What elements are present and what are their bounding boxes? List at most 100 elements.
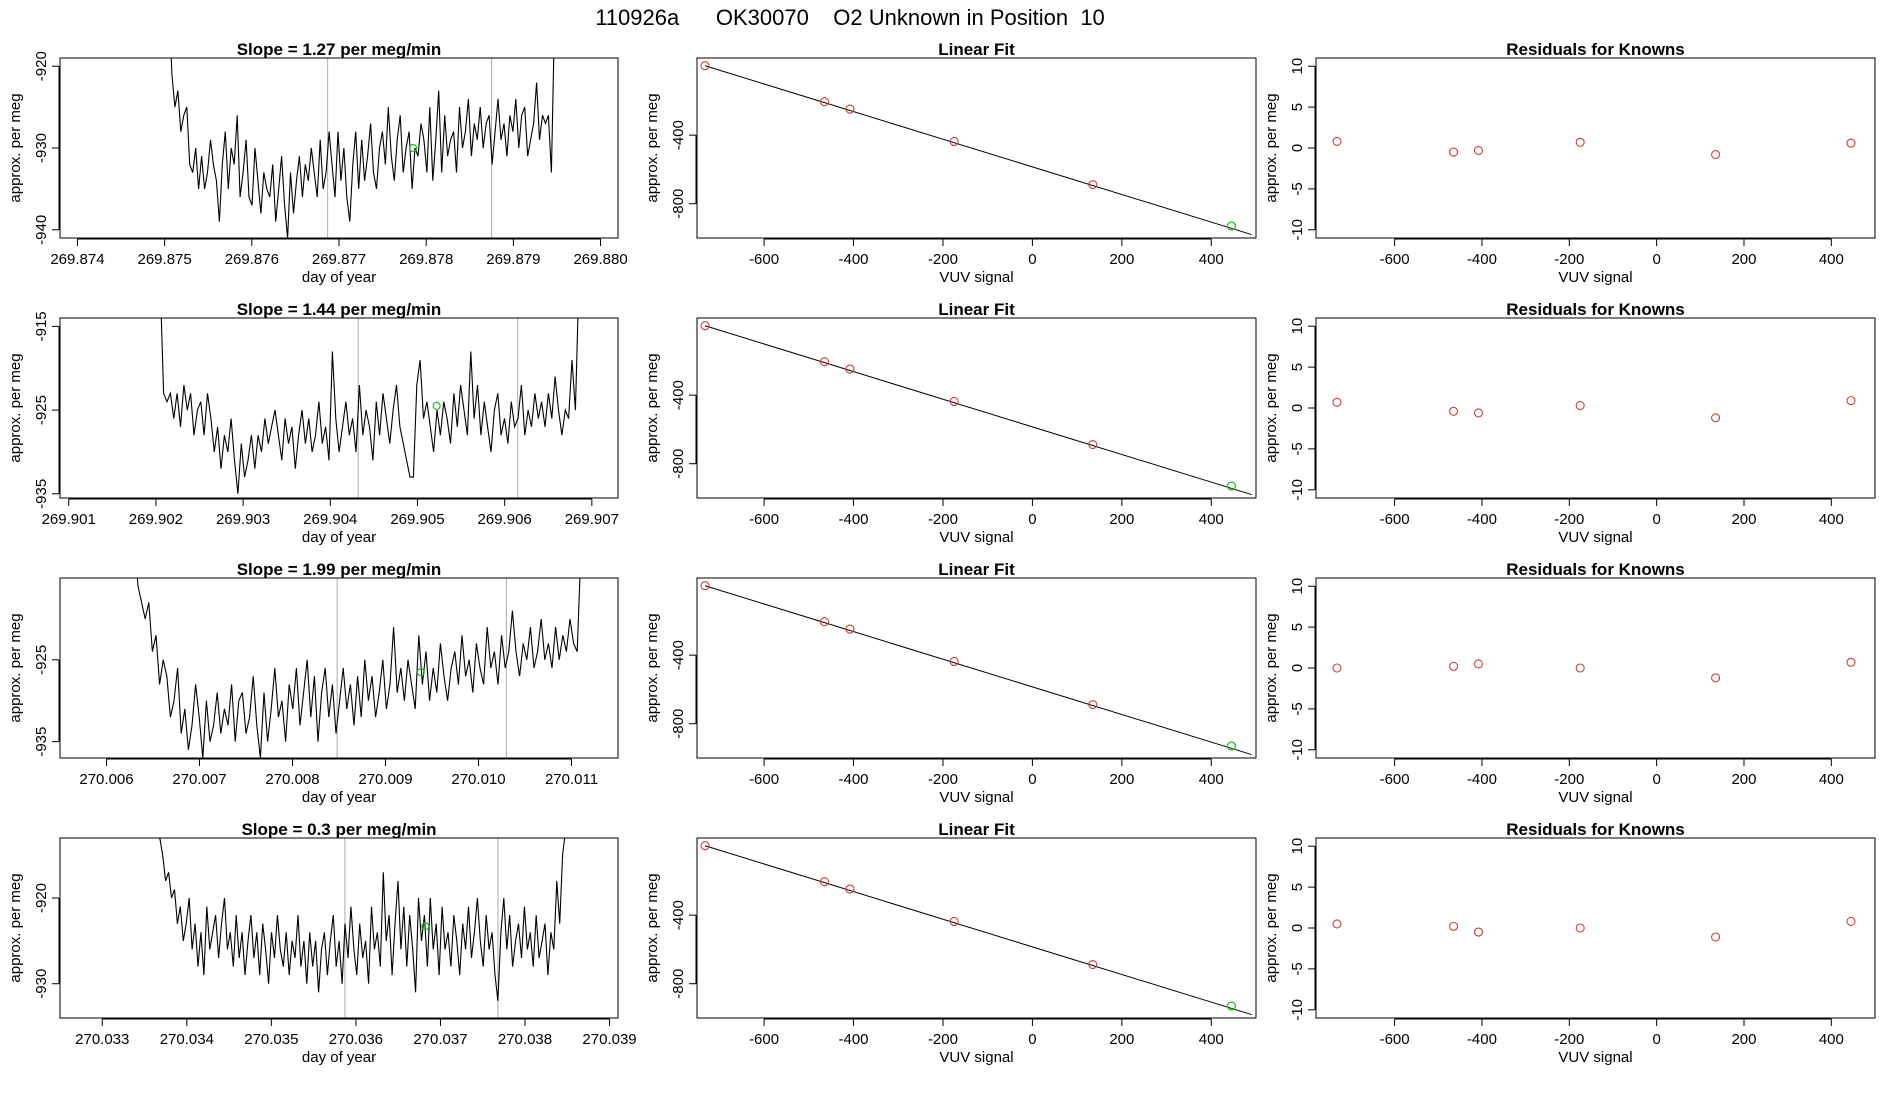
chart-title: Slope = 1.27 per meg/min [237,40,442,59]
x-tick-label: 400 [1199,1031,1224,1048]
x-axis-label: day of year [302,529,376,546]
known-point [1088,179,1098,190]
y-axis-label: approx. per meg [1263,613,1280,722]
x-tick-label: 270.035 [244,1031,298,1048]
residual-point [1575,923,1585,933]
x-tick-label: 270.010 [451,771,505,788]
chart-title: Linear Fit [938,820,1015,839]
x-tick-label: 400 [1819,771,1844,788]
y-axis-label: approx. per meg [7,93,24,202]
x-tick-label: 0 [1652,1031,1660,1048]
y-tick-label: 5 [1289,103,1306,111]
x-tick-label: -400 [1467,251,1497,268]
x-tick-label: 200 [1109,251,1134,268]
y-tick-label: 0 [1289,404,1306,412]
plot-area [1332,396,1856,423]
residual-point [1575,400,1585,411]
residual-point [1575,663,1585,673]
y-tick-label: -920 [33,51,50,81]
residual-point [1473,659,1484,669]
x-tick-label: 269.874 [50,251,104,268]
known-point [1088,959,1098,970]
x-tick-label: 200 [1731,251,1756,268]
residual-point [1332,136,1342,147]
plot-area [170,58,555,238]
x-tick-label: 270.006 [79,771,133,788]
known-point [819,357,830,367]
y-tick-label: 0 [1289,924,1306,932]
x-tick-label: 400 [1199,511,1224,528]
fit-line [704,845,1252,1016]
known-point [949,396,959,407]
y-tick-label: -800 [670,969,687,999]
y-tick-label: -5 [1289,702,1306,715]
y-tick-label: 10 [1289,838,1306,855]
y-tick-label: -800 [670,449,687,479]
x-tick-label: -600 [1380,251,1410,268]
y-tick-label: 10 [1289,578,1306,595]
x-axis-label: VUV signal [939,1049,1013,1066]
plot-area [1332,136,1856,160]
y-tick-label: 10 [1289,58,1306,75]
known-point [1088,699,1098,710]
residual-point [1473,927,1484,937]
known-point [845,104,855,114]
x-axis-label: day of year [302,269,376,286]
chart-title: Residuals for Knowns [1506,820,1685,839]
x-tick-label: -400 [1467,771,1497,788]
plot-frame [696,577,1257,759]
x-tick-label: -200 [1554,251,1584,268]
x-tick-label: 0 [1028,771,1036,788]
y-tick-label: -400 [670,900,687,930]
unknown-marker [421,922,430,931]
chart-title: Linear Fit [938,300,1015,319]
x-tick-label: 400 [1199,251,1224,268]
plot-frame [59,317,619,499]
plot-area [1332,657,1856,683]
chart-panel-timeseries: Slope = 0.3 per meg/min 270.033 270.034 270… [7,820,637,1066]
known-point [700,841,710,851]
chart-panel-timeseries: Slope = 1.27 per meg/min 269.874 269.875 26… [7,40,628,286]
y-tick-label: 10 [1289,318,1306,335]
unknown-marker [432,401,441,411]
x-tick-label: -600 [749,251,779,268]
x-tick-label: 400 [1819,511,1844,528]
known-point [700,581,710,591]
residual-point [1846,396,1856,406]
known-point [700,321,710,331]
plot-frame [696,57,1257,239]
chart-panel-fit: Linear Fit -600 -400 -200 0 200 400 VUV signal -… [644,300,1257,546]
x-tick-label: 200 [1731,771,1756,788]
residual-point [1846,657,1856,667]
x-axis-label: VUV signal [1558,789,1632,806]
y-axis-label: approx. per meg [1263,353,1280,462]
x-axis-label: day of year [302,789,376,806]
x-axis-label: VUV signal [939,789,1013,806]
x-tick-label: 269.877 [312,251,366,268]
x-tick-label: 269.904 [303,511,357,528]
y-tick-label: -800 [670,709,687,739]
residual-point [1449,147,1459,157]
y-tick-label: -400 [670,380,687,410]
chart-title: Residuals for Knowns [1506,560,1685,579]
x-tick-label: -600 [1380,511,1410,528]
x-tick-label: -200 [1554,1031,1584,1048]
x-tick-label: 400 [1199,771,1224,788]
x-tick-label: -200 [1554,511,1584,528]
page-title: 110926a OK30070 O2 Unknown in Position 1… [595,5,1105,30]
series-line [159,838,566,1001]
fit-line [704,585,1252,756]
x-tick-label: 269.905 [390,511,444,528]
y-axis-label: approx. per meg [1263,873,1280,982]
chart-title: Residuals for Knowns [1506,300,1685,319]
x-tick-label: -200 [1554,771,1584,788]
x-tick-label: 269.903 [216,511,270,528]
x-tick-label: 200 [1731,511,1756,528]
known-point [1088,439,1098,450]
chart-title: Slope = 0.3 per meg/min [241,820,436,839]
y-tick-label: 5 [1289,883,1306,891]
plot-area [1332,916,1856,942]
chart-panel-residuals: Residuals for Knowns -600 -400 -200 0 200 400 V… [1263,300,1876,546]
y-tick-label: -940 [33,215,50,245]
chart-title: Residuals for Knowns [1506,40,1685,59]
